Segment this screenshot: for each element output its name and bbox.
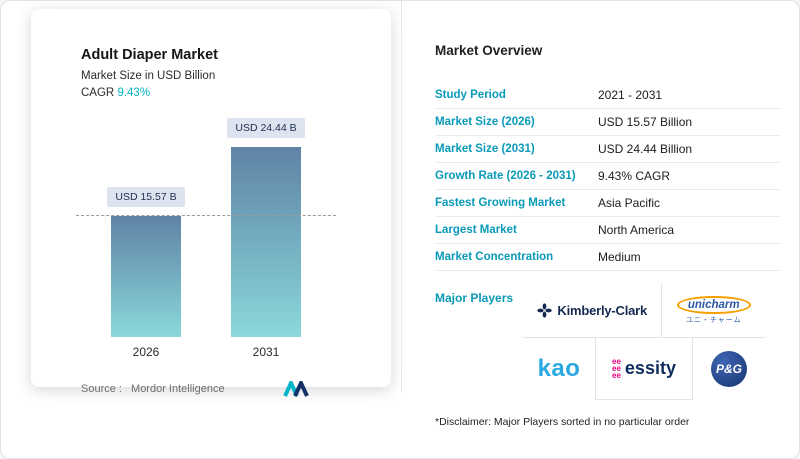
row-value: 2021 - 2031 xyxy=(598,88,663,102)
source-label: Source : xyxy=(81,383,122,395)
table-row: Market Size (2026) USD 15.57 Billion xyxy=(435,109,781,136)
source-name: Mordor Intelligence xyxy=(131,383,225,395)
unicharm-japanese-text: ユニ・チャーム xyxy=(685,316,742,324)
kao-logo: kao xyxy=(523,338,595,400)
essity-text: essity xyxy=(624,358,676,378)
table-row: Growth Rate (2026 - 2031) 9.43% CAGR xyxy=(435,163,781,190)
unicharm-text: unicharm xyxy=(687,298,740,311)
essity-logo: ee ee ee essity xyxy=(595,338,693,400)
table-row: Market Size (2031) USD 24.44 Billion xyxy=(435,136,781,163)
table-row: Study Period 2021 - 2031 xyxy=(435,82,781,109)
row-label: Fastest Growing Market xyxy=(435,197,566,209)
major-players-section: Major Players xyxy=(435,283,781,400)
cagr-label: CAGR xyxy=(81,87,115,99)
row-value: USD 24.44 Billion xyxy=(598,142,693,156)
row-label: Market Size (2026) xyxy=(435,116,535,128)
row-label: Market Size (2031) xyxy=(435,143,535,155)
disclaimer: *Disclaimer: Major Players sorted in no … xyxy=(435,416,690,428)
major-players-label: Major Players xyxy=(435,291,514,305)
essity-icon: ee ee ee xyxy=(612,357,621,380)
panel-divider xyxy=(401,1,402,393)
kimberly-clark-icon xyxy=(537,302,553,318)
essity-mark-row: ee xyxy=(612,371,621,380)
value-badge-2026: USD 15.57 B xyxy=(107,187,185,207)
essity-mark-row: ee xyxy=(612,364,621,373)
source-text: Source : Mordor Intelligence xyxy=(81,383,225,395)
kimberly-clark-wordmark: Kimberly-Clark xyxy=(537,303,647,318)
pg-logo: P&G xyxy=(693,338,765,400)
kimberly-clark-text: Kimberly-Clark xyxy=(557,302,648,318)
bar-2026 xyxy=(111,216,181,337)
row-label: Growth Rate (2026 - 2031) xyxy=(435,170,576,182)
source-row: Source : Mordor Intelligence xyxy=(81,381,361,397)
table-row: Market Concentration Medium xyxy=(435,244,781,271)
row-label: Market Concentration xyxy=(435,251,554,263)
value-badge-2031: USD 24.44 B xyxy=(227,118,305,138)
row-value: Medium xyxy=(598,250,641,264)
cagr-line: CAGR 9.43% xyxy=(81,87,361,99)
x-tick-2031: 2031 xyxy=(252,345,280,359)
kao-text: kao xyxy=(537,355,581,382)
row-value: USD 15.57 Billion xyxy=(598,115,693,129)
chart-title: Adult Diaper Market xyxy=(81,47,218,63)
overview-table: Study Period 2021 - 2031 Market Size (20… xyxy=(435,82,781,271)
row-label: Largest Market xyxy=(435,224,517,236)
row-value: 9.43% CAGR xyxy=(598,169,671,183)
unicharm-oval-icon: unicharm xyxy=(676,295,751,314)
overview-title: Market Overview xyxy=(435,43,543,58)
unicharm-logo: unicharm ユニ・チャーム xyxy=(662,283,765,337)
bar-chart: USD 15.57 B USD 24.44 B xyxy=(76,115,336,337)
bar-group-2026: USD 15.57 B xyxy=(107,187,185,337)
players-row-2: kao ee ee ee essity P&G xyxy=(523,338,765,400)
chart-subtitle: Market Size in USD Billion xyxy=(81,70,216,82)
mordor-intelligence-logo-icon xyxy=(282,381,309,397)
essity-mark-row: ee xyxy=(612,357,621,366)
x-tick-2026: 2026 xyxy=(132,345,160,359)
bar-group-2031: USD 24.44 B xyxy=(227,118,305,337)
kimberly-clark-logo: Kimberly-Clark xyxy=(523,283,663,337)
market-overview-panel: Market Overview Study Period 2021 - 2031… xyxy=(411,1,793,458)
players-logo-grid: Kimberly-Clark unicharm ユニ・チャーム kao xyxy=(523,283,765,400)
table-row: Largest Market North America xyxy=(435,217,781,244)
pg-circle-icon: P&G xyxy=(711,351,747,387)
x-axis: 2026 2031 xyxy=(76,345,336,359)
players-row-1: Kimberly-Clark unicharm ユニ・チャーム xyxy=(523,283,765,338)
bar-2031 xyxy=(231,147,301,337)
row-label: Study Period xyxy=(435,89,506,101)
row-value: Asia Pacific xyxy=(598,196,661,210)
row-value: North America xyxy=(598,223,675,237)
reference-line xyxy=(76,215,336,216)
table-row: Fastest Growing Market Asia Pacific xyxy=(435,190,781,217)
cagr-value: 9.43% xyxy=(117,87,151,99)
market-size-chart-card: Adult Diaper Market Market Size in USD B… xyxy=(31,9,391,397)
